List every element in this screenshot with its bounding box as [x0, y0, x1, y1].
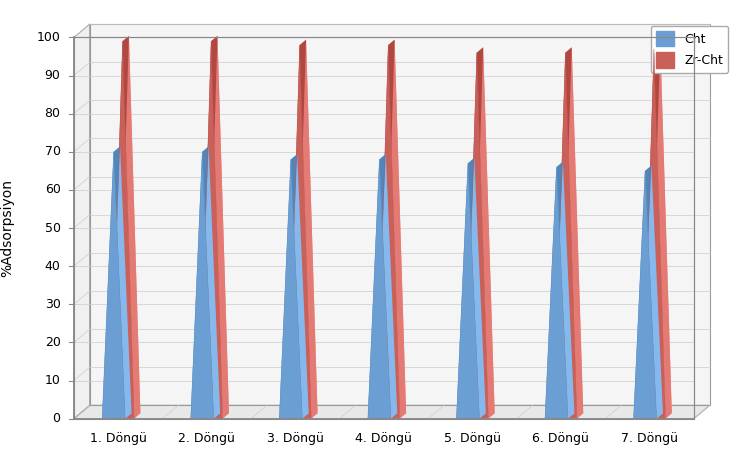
Polygon shape	[633, 171, 656, 419]
Text: 60: 60	[45, 184, 60, 197]
Polygon shape	[379, 154, 397, 419]
Polygon shape	[197, 147, 220, 414]
Polygon shape	[388, 40, 406, 419]
Polygon shape	[288, 45, 311, 419]
Polygon shape	[102, 147, 120, 419]
Text: 50: 50	[45, 221, 60, 235]
Polygon shape	[557, 162, 574, 419]
Text: 20: 20	[45, 336, 60, 349]
Text: 0: 0	[53, 412, 60, 425]
Text: 80: 80	[45, 107, 60, 120]
Polygon shape	[206, 36, 229, 414]
Polygon shape	[114, 147, 132, 419]
Text: 6. Döngü: 6. Döngü	[533, 432, 589, 445]
Polygon shape	[285, 154, 308, 414]
Polygon shape	[554, 47, 571, 419]
Polygon shape	[560, 47, 583, 414]
Polygon shape	[299, 40, 317, 419]
Polygon shape	[191, 147, 209, 419]
Polygon shape	[122, 36, 140, 419]
Polygon shape	[74, 24, 89, 419]
Text: 4. Döngü: 4. Döngü	[355, 432, 412, 445]
Polygon shape	[545, 167, 568, 419]
Polygon shape	[102, 152, 125, 419]
Polygon shape	[645, 166, 663, 419]
Polygon shape	[211, 36, 229, 419]
Polygon shape	[457, 158, 475, 419]
Polygon shape	[111, 36, 129, 419]
Polygon shape	[642, 44, 660, 419]
Polygon shape	[554, 53, 577, 419]
Polygon shape	[374, 154, 397, 414]
Text: 90: 90	[45, 69, 60, 82]
Text: 30: 30	[45, 298, 60, 311]
Polygon shape	[74, 405, 710, 419]
Polygon shape	[457, 163, 480, 419]
Polygon shape	[200, 36, 218, 419]
Text: 3. Döngü: 3. Döngü	[267, 432, 323, 445]
Polygon shape	[463, 158, 486, 414]
Text: 100: 100	[37, 31, 60, 44]
Polygon shape	[468, 158, 486, 419]
Polygon shape	[288, 40, 306, 419]
Polygon shape	[111, 41, 134, 419]
Polygon shape	[642, 49, 665, 419]
Text: 1. Döngü: 1. Döngü	[89, 432, 147, 445]
Polygon shape	[202, 147, 220, 419]
Polygon shape	[545, 162, 563, 419]
Polygon shape	[633, 166, 651, 419]
Polygon shape	[279, 160, 302, 419]
Polygon shape	[200, 41, 223, 419]
Text: 2. Döngü: 2. Döngü	[178, 432, 235, 445]
Polygon shape	[649, 44, 672, 414]
Polygon shape	[472, 47, 495, 414]
Polygon shape	[565, 47, 583, 419]
Text: 7. Döngü: 7. Döngü	[621, 432, 678, 445]
Polygon shape	[640, 166, 663, 414]
Polygon shape	[368, 160, 391, 419]
Polygon shape	[368, 154, 386, 419]
Polygon shape	[279, 154, 297, 419]
Polygon shape	[466, 47, 484, 419]
Text: 5. Döngü: 5. Döngü	[444, 432, 501, 445]
Polygon shape	[294, 40, 317, 414]
Polygon shape	[291, 154, 308, 419]
Polygon shape	[118, 36, 140, 414]
Polygon shape	[377, 45, 400, 419]
Polygon shape	[109, 147, 132, 414]
Polygon shape	[383, 40, 406, 414]
Text: 70: 70	[45, 145, 60, 158]
Text: %Adsorpsiyon: %Adsorpsiyon	[1, 179, 14, 277]
Polygon shape	[551, 162, 574, 414]
Polygon shape	[191, 152, 214, 419]
Polygon shape	[466, 53, 488, 419]
Polygon shape	[654, 44, 672, 419]
Text: 40: 40	[45, 260, 60, 273]
Polygon shape	[89, 24, 710, 405]
Legend: Cht, Zr-Cht: Cht, Zr-Cht	[650, 26, 729, 73]
Text: 10: 10	[45, 374, 60, 387]
Polygon shape	[377, 40, 395, 419]
Polygon shape	[477, 47, 495, 419]
